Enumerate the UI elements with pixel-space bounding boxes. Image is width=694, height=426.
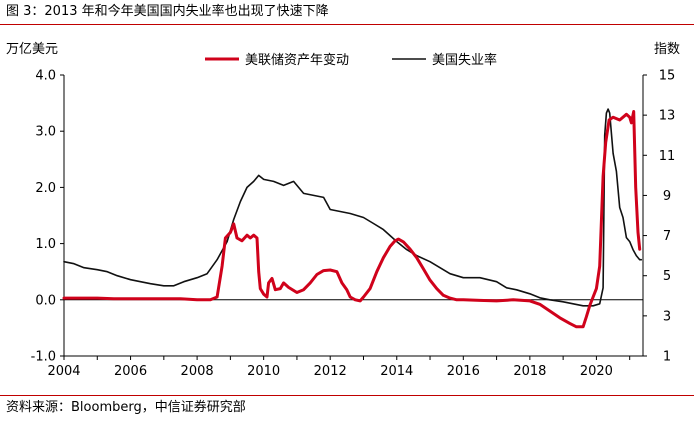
- legend: 美联储资产年变动 美国失业率: [205, 52, 497, 68]
- title-divider: [0, 24, 694, 25]
- left-tick-label: 2.0: [35, 181, 56, 196]
- right-tick-label: 3: [663, 309, 671, 324]
- x-tick-label: 2014: [380, 364, 413, 379]
- right-tick-label: 1: [663, 350, 671, 365]
- right-tick-label: 5: [663, 269, 671, 284]
- right-tick-label: 9: [663, 189, 671, 204]
- source-divider: [0, 395, 694, 396]
- x-tick-label: 2010: [247, 364, 280, 379]
- left-axis-unit: 万亿美元: [6, 42, 58, 57]
- right-tick-label: 7: [663, 229, 671, 244]
- right-tick-label: 13: [659, 109, 676, 124]
- left-tick-label: 4.0: [35, 69, 56, 84]
- chart: 万亿美元 指数 美联储资产年变动 美国失业率 4.0 3.0 2.0 1.0 0.0 -1.…: [6, 42, 680, 380]
- series-lines: [62, 108, 643, 329]
- series-line-fed-assets: [62, 110, 642, 329]
- left-tick-label: -1.0: [31, 350, 56, 365]
- legend-fed-assets-label: 美联储资产年变动: [245, 52, 349, 68]
- legend-unemployment-label: 美国失业率: [432, 52, 497, 68]
- source-note: 资料来源：Bloomberg，中信证券研究部: [6, 400, 246, 415]
- tick-labels: 4.0 3.0 2.0 1.0 0.0 -1.0 15 13 11 9 7 5 3 1 2004 2006 20…: [31, 69, 676, 380]
- left-tick-label: 3.0: [35, 125, 56, 140]
- x-tick-label: 2020: [580, 364, 613, 379]
- left-tick-label: 1.0: [35, 237, 56, 252]
- x-tick-label: 2016: [447, 364, 480, 379]
- x-tick-label: 2012: [314, 364, 347, 379]
- x-tick-label: 2018: [513, 364, 546, 379]
- right-tick-label: 11: [659, 149, 676, 164]
- right-axis-unit: 指数: [654, 42, 680, 57]
- x-tick-label: 2004: [47, 364, 80, 379]
- right-tick-label: 15: [659, 69, 676, 84]
- series-line-unemployment: [63, 108, 643, 307]
- x-tick-label: 2006: [114, 364, 147, 379]
- x-tick-label: 2008: [181, 364, 214, 379]
- left-tick-label: 0.0: [35, 293, 56, 308]
- figure-title: 图 3：2013 年和今年美国国内失业率也出现了快速下降: [6, 4, 329, 19]
